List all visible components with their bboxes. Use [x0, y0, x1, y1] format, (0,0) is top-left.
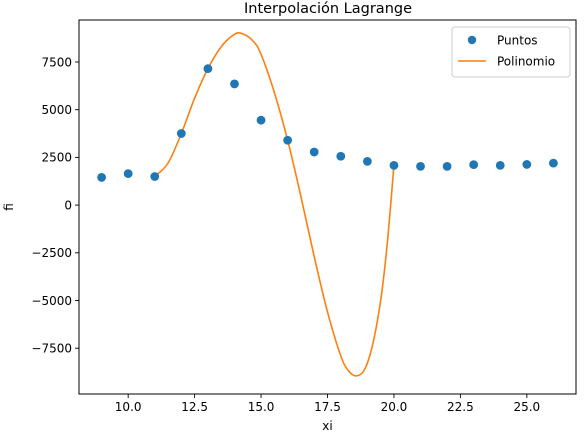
data-point: [256, 115, 266, 125]
y-tick-label: 2500: [41, 151, 72, 165]
data-point: [442, 161, 452, 171]
legend-box: [451, 26, 571, 78]
chart-title: Interpolación Lagrange: [244, 1, 412, 17]
plot-border: [78, 19, 577, 395]
x-tick-label: 12.5: [181, 400, 208, 414]
data-point: [283, 135, 293, 145]
x-tick-label: 22.5: [447, 400, 474, 414]
y-tick-label: 0: [64, 198, 72, 212]
data-point: [203, 64, 213, 74]
data-point: [522, 160, 532, 169]
y-tick-label: 7500: [41, 55, 72, 69]
data-point: [230, 79, 239, 89]
x-tick-label: 15.0: [248, 400, 275, 414]
y-tick-label: −5000: [31, 294, 72, 308]
y-tick-label: −2500: [31, 246, 72, 260]
legend-marker-puntos: [467, 35, 477, 45]
data-point: [150, 172, 160, 181]
data-point: [469, 160, 479, 170]
plot-frame: [79, 20, 576, 394]
x-tick-label: 17.5: [314, 400, 341, 414]
data-point: [123, 169, 133, 179]
x-axis: 10.0 12.5 15.0 17.5 20.0 22.5 25.0: [115, 394, 540, 414]
x-axis-label: xi: [322, 419, 332, 433]
data-point: [176, 129, 186, 138]
y-axis: −7500 −5000 −2500 0 2500 5000 7500: [31, 55, 79, 356]
y-axis-label: fi: [2, 203, 16, 211]
data-point: [362, 156, 372, 166]
data-point: [416, 161, 425, 171]
points-layer: [97, 64, 558, 182]
legend-label-puntos: Puntos: [497, 34, 538, 48]
data-point: [389, 161, 399, 170]
x-tick-label: 10.0: [115, 400, 142, 414]
data-point: [549, 158, 558, 168]
y-tick-label: 5000: [41, 103, 72, 117]
data-point: [309, 147, 319, 157]
x-tick-label: 20.0: [381, 400, 408, 414]
legend-label-polinomio: Polinomio: [497, 55, 555, 69]
data-point: [97, 173, 106, 182]
legend: Puntos Polinomio: [451, 26, 571, 78]
x-tick-label: 25.0: [513, 400, 540, 414]
data-point: [495, 161, 505, 170]
y-tick-label: −7500: [31, 342, 72, 356]
data-point: [336, 151, 346, 161]
